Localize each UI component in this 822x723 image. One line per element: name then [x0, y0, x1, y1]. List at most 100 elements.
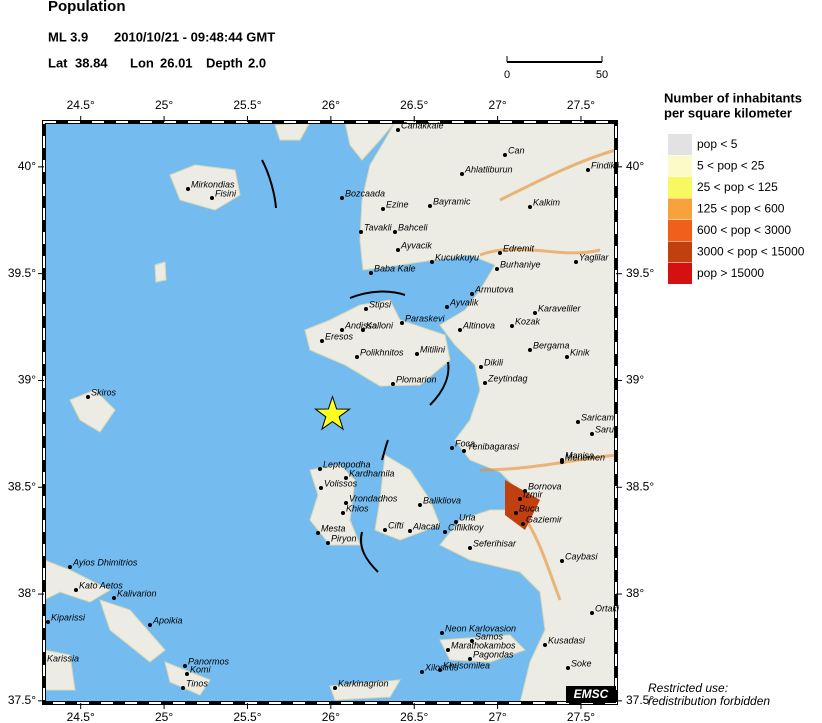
place-label: Saricam — [581, 412, 615, 422]
lat-tick-label: 40° — [626, 159, 644, 173]
place-label: Caybasi — [565, 551, 599, 561]
place-dot — [393, 230, 397, 234]
place-label: Ezine — [386, 199, 409, 209]
lat-tick-label: 38.5° — [8, 479, 36, 493]
place-label: Piryon — [331, 533, 357, 543]
place-dot — [566, 666, 570, 670]
place-label: Bergama — [533, 340, 570, 350]
place-dot — [369, 271, 373, 275]
place-label: Leptopodha — [323, 459, 371, 469]
place-dot — [86, 395, 90, 399]
place-label: Dikili — [484, 357, 504, 367]
legend-label: 125 < pop < 600 — [697, 202, 785, 216]
place-dot — [510, 324, 514, 328]
lat-tick-label: 39° — [626, 373, 644, 387]
place-dot — [344, 501, 348, 505]
place-dot — [446, 648, 450, 652]
place-dot — [396, 248, 400, 252]
place-label: Bozcaada — [345, 188, 385, 198]
place-dot — [42, 661, 46, 665]
place-dot — [514, 511, 518, 515]
place-label: Pagondas — [473, 649, 514, 659]
scale-label: 50 — [596, 69, 608, 81]
place-label: Kalloni — [366, 320, 394, 330]
place-dot — [445, 305, 449, 309]
land — [43, 121, 617, 704]
place-label: Andissa — [344, 320, 377, 330]
lat-tick-label: 38° — [626, 586, 644, 600]
place-label: Altinova — [462, 320, 495, 330]
epicenter-star — [313, 395, 352, 431]
lat-tick-label: 40° — [18, 159, 36, 173]
place-dot — [430, 260, 434, 264]
place-label: Manisa — [565, 450, 594, 460]
place-dot — [440, 631, 444, 635]
lon-tick-label: 26° — [322, 98, 340, 112]
place-label: Marathokambos — [451, 640, 516, 650]
place-dot — [462, 449, 466, 453]
legend-title: per square kilometer — [664, 105, 792, 120]
place-label: Apoikia — [152, 615, 183, 625]
lat-tick-label: 39.5° — [626, 266, 654, 280]
place-label: Karissia — [47, 653, 79, 663]
place-label: Tinos — [186, 678, 208, 688]
place-label: Mitilini — [420, 344, 446, 354]
place-dot — [420, 670, 424, 674]
place-label: Canakkale — [401, 120, 444, 130]
place-label: Kucukkuyu — [435, 252, 479, 262]
legend-label: pop > 15000 — [697, 266, 764, 280]
place-dot — [210, 196, 214, 200]
event-info: 26.01 — [160, 55, 193, 70]
legend-swatch — [668, 177, 692, 198]
place-dot — [318, 467, 322, 471]
place-label: Bayramic — [433, 196, 471, 206]
place-label: Armutova — [474, 284, 514, 294]
place-label: Khios — [346, 503, 369, 513]
event-info: Depth — [206, 55, 243, 70]
place-dot — [565, 355, 569, 359]
place-dot — [418, 503, 422, 507]
place-label: Menemen — [565, 452, 605, 462]
place-dot — [428, 204, 432, 208]
place-label: Ayvalik — [449, 297, 479, 307]
place-label: Volissos — [324, 478, 358, 488]
place-dot — [340, 328, 344, 332]
lon-tick-label: 27° — [489, 98, 507, 112]
place-label: Findikli — [591, 160, 620, 170]
place-dot — [361, 328, 365, 332]
event-info: 38.84 — [75, 55, 108, 70]
place-dot — [359, 230, 363, 234]
lon-tick-label: 27.5° — [567, 98, 595, 112]
place-dot — [528, 205, 532, 209]
izmir-urban — [505, 480, 540, 530]
lat-tick-label: 38° — [18, 586, 36, 600]
title: Population — [48, 0, 126, 15]
place-label: Mirkondias — [191, 179, 235, 189]
place-label: Foca — [455, 438, 475, 448]
place-dot — [326, 541, 330, 545]
place-dot — [316, 531, 320, 535]
place-label: Kozak — [515, 316, 541, 326]
place-dot — [468, 657, 472, 661]
place-dot — [590, 432, 594, 436]
place-dot — [503, 153, 507, 157]
place-label: Ayvacik — [400, 240, 432, 250]
place-dot — [46, 620, 50, 624]
lon-tick-label: 24.5° — [67, 98, 95, 112]
place-dot — [528, 348, 532, 352]
place-dot — [574, 260, 578, 264]
legend-title: Number of inhabitants — [664, 90, 802, 105]
place-dot — [518, 497, 522, 501]
place-dot — [521, 522, 525, 526]
place-dot — [523, 489, 527, 493]
place-label: Eresos — [325, 331, 354, 341]
place-dot — [183, 664, 187, 668]
legend-swatch — [668, 198, 692, 220]
place-label: Cifliklkoy — [448, 522, 484, 532]
place-dot — [533, 311, 537, 315]
event-info: 2.0 — [248, 55, 266, 70]
place-dot — [495, 267, 499, 271]
logo: EMSC — [574, 687, 609, 701]
legend-label: 5 < pop < 25 — [697, 159, 765, 173]
place-dot — [460, 172, 464, 176]
